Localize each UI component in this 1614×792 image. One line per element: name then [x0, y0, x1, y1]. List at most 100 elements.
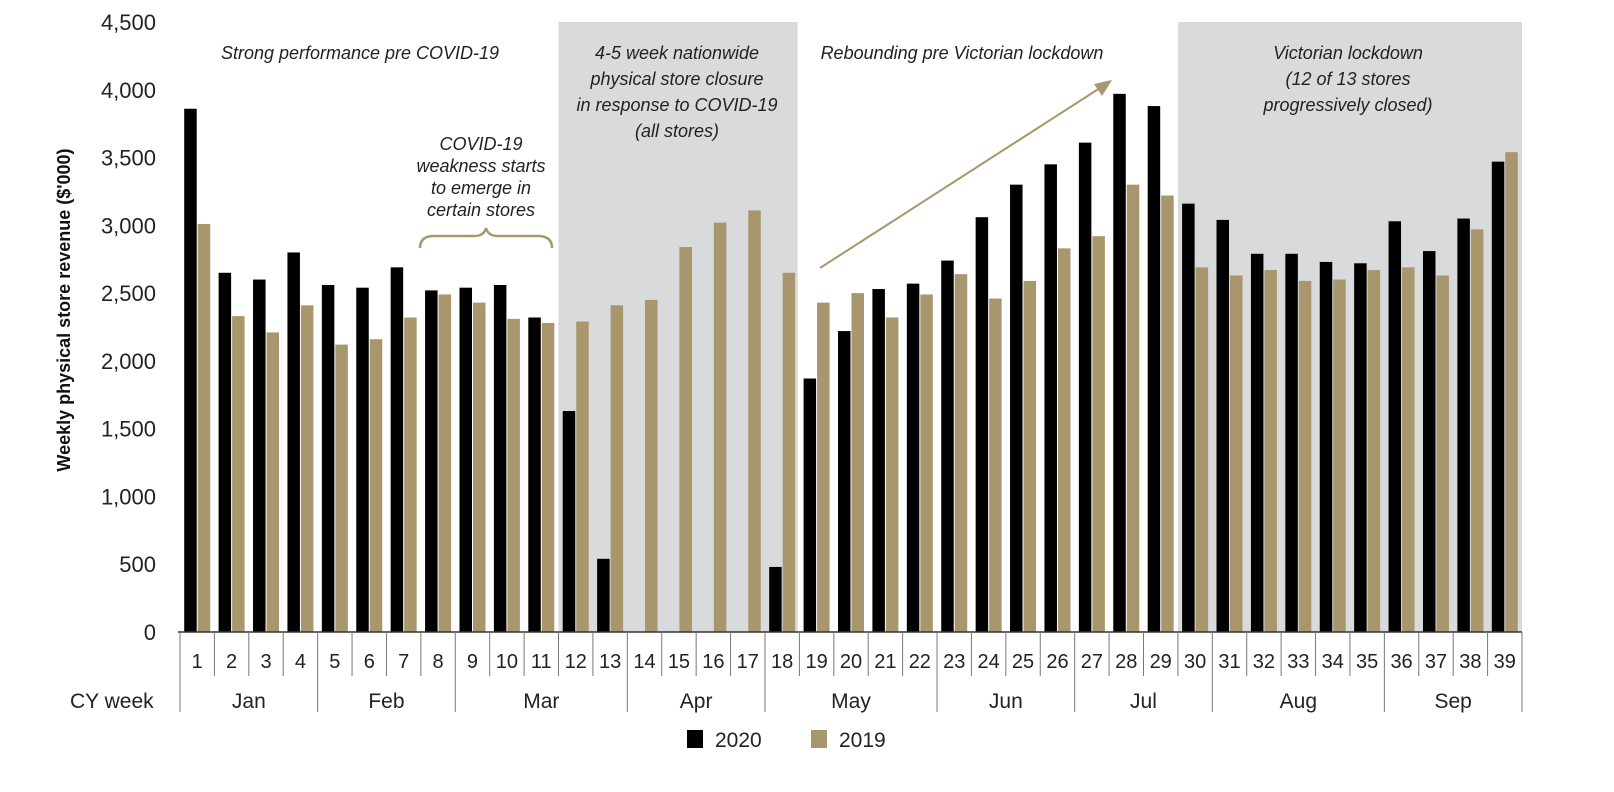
annotation-closure: in response to COVID-19 — [576, 95, 777, 115]
month-label: Feb — [368, 690, 404, 713]
x-tick-label: 5 — [329, 651, 340, 673]
x-axis-label: CY week — [70, 690, 154, 713]
bar-2019-week-29 — [1161, 195, 1174, 632]
bar-2020-week-20 — [838, 331, 851, 632]
bar-2019-week-35 — [1367, 270, 1381, 632]
annotation-rebound: Rebounding pre Victorian lockdown — [821, 43, 1104, 63]
x-tick-label: 17 — [737, 651, 759, 673]
bar-2019-week-28 — [1126, 184, 1140, 632]
bar-2019-week-2 — [232, 316, 245, 632]
bar-2019-week-37 — [1436, 275, 1449, 632]
annotation-closure: (all stores) — [635, 121, 719, 141]
bar-2019-week-17 — [748, 210, 761, 632]
bar-2019-week-3 — [266, 332, 280, 632]
bar-2019-week-20 — [851, 293, 864, 632]
bar-2019-week-12 — [576, 321, 589, 632]
bar-2019-week-4 — [300, 305, 314, 632]
x-tick-label: 31 — [1218, 651, 1240, 673]
x-tick-label: 28 — [1115, 651, 1137, 673]
rebound-arrow-line — [819, 87, 1101, 269]
bar-2019-week-21 — [885, 317, 899, 632]
bar-2020-week-9 — [459, 287, 472, 632]
annotation-weakness: COVID-19 — [439, 134, 522, 154]
x-tick-label: 24 — [978, 651, 1000, 673]
bar-2019-week-23 — [954, 274, 968, 632]
annotation-weakness: weakness starts — [416, 156, 545, 176]
month-label: Jun — [989, 690, 1023, 713]
y-tick-label: 4,000 — [101, 78, 156, 103]
x-tick-label: 18 — [771, 651, 793, 673]
legend-label-2020: 2020 — [715, 729, 762, 752]
x-tick-label: 30 — [1184, 651, 1206, 673]
month-label: Mar — [523, 690, 559, 713]
month-label: May — [831, 690, 871, 713]
bar-2020-week-32 — [1250, 253, 1264, 633]
annotation-weakness: certain stores — [427, 200, 535, 220]
bar-2020-week-39 — [1491, 161, 1505, 632]
bar-2020-week-31 — [1216, 219, 1230, 632]
annotation-closure: physical store closure — [589, 69, 763, 89]
bar-2020-week-27 — [1078, 142, 1092, 632]
bar-2019-week-18 — [782, 272, 796, 632]
x-tick-label: 22 — [909, 651, 931, 673]
bar-2019-week-31 — [1230, 275, 1243, 632]
annotation-pre-covid: Strong performance pre COVID-19 — [221, 43, 499, 63]
bar-2020-week-11 — [528, 317, 541, 632]
x-tick-label: 14 — [633, 651, 655, 673]
legend-swatch-2019 — [811, 730, 827, 748]
bar-2019-week-32 — [1264, 270, 1277, 632]
bar-2019-week-10 — [507, 318, 520, 632]
y-tick-label: 1,000 — [101, 484, 156, 509]
x-tick-label: 25 — [1012, 651, 1034, 673]
x-tick-label: 33 — [1287, 651, 1309, 673]
month-label: Apr — [680, 690, 713, 713]
x-tick-label: 29 — [1150, 651, 1172, 673]
x-tick-label: 4 — [295, 651, 306, 673]
x-tick-label: 3 — [260, 651, 271, 673]
x-tick-label: 21 — [874, 651, 896, 673]
x-tick-label: 13 — [599, 651, 621, 673]
x-tick-label: 12 — [565, 651, 587, 673]
x-tick-label: 1 — [192, 651, 203, 673]
bar-2020-week-35 — [1354, 263, 1367, 632]
annotation-lockdown: (12 of 13 stores — [1285, 69, 1410, 89]
bar-2019-week-30 — [1195, 267, 1209, 632]
bar-2019-week-9 — [472, 302, 486, 632]
month-label: Aug — [1280, 690, 1317, 713]
bar-2020-week-8 — [425, 290, 438, 632]
bar-2020-week-2 — [218, 272, 232, 632]
x-tick-label: 35 — [1356, 651, 1378, 673]
x-tick-label: 2 — [226, 651, 237, 673]
annotation-weakness: to emerge in — [431, 178, 531, 198]
bar-2019-week-6 — [369, 339, 383, 632]
x-tick-label: 11 — [531, 651, 552, 673]
bar-2020-week-26 — [1044, 164, 1057, 633]
bar-2019-week-13 — [610, 305, 624, 632]
bar-2020-week-3 — [253, 279, 266, 632]
x-tick-label: 20 — [840, 651, 862, 673]
x-tick-label: 7 — [398, 651, 409, 673]
x-tick-label: 19 — [805, 651, 827, 673]
bar-2019-week-38 — [1470, 229, 1484, 632]
x-tick-label: 10 — [496, 651, 518, 673]
annotation-closure: 4-5 week nationwide — [595, 43, 759, 63]
month-label: Sep — [1434, 690, 1471, 713]
bar-2020-week-21 — [872, 289, 885, 632]
bar-2019-week-11 — [541, 322, 555, 632]
bar-2019-week-14 — [645, 299, 658, 632]
bar-2020-week-1 — [184, 108, 197, 632]
bar-2020-week-33 — [1285, 253, 1298, 633]
x-tick-label: 36 — [1390, 651, 1412, 673]
bar-2019-week-1 — [197, 223, 211, 632]
bar-2019-week-7 — [404, 317, 417, 632]
legend-swatch-2020 — [687, 730, 703, 748]
bar-2020-week-13 — [597, 558, 610, 632]
month-label: Jul — [1130, 690, 1157, 713]
bar-2020-week-18 — [769, 566, 782, 632]
bar-2020-week-7 — [390, 267, 404, 632]
bar-2019-week-34 — [1333, 279, 1346, 632]
bar-2019-week-26 — [1057, 248, 1071, 632]
x-tick-label: 37 — [1425, 651, 1447, 673]
y-tick-label: 0 — [144, 620, 156, 645]
bar-2019-week-24 — [989, 298, 1002, 632]
